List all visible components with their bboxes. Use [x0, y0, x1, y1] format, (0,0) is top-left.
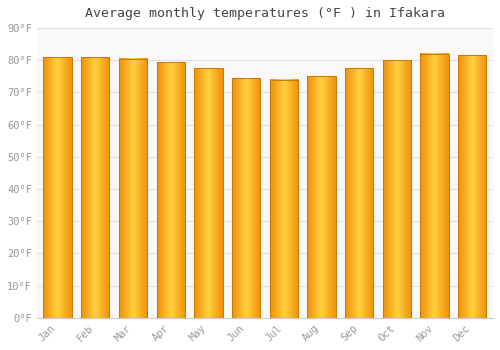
Bar	[420, 54, 449, 318]
Bar	[44, 57, 72, 318]
Bar	[119, 59, 147, 318]
Bar	[81, 57, 110, 318]
Bar	[156, 62, 185, 318]
Title: Average monthly temperatures (°F ) in Ifakara: Average monthly temperatures (°F ) in If…	[85, 7, 445, 20]
Bar	[308, 76, 336, 318]
Bar	[232, 78, 260, 318]
Bar	[194, 68, 222, 318]
Bar	[458, 55, 486, 318]
Bar	[270, 79, 298, 318]
Bar	[345, 68, 374, 318]
Bar	[383, 60, 411, 318]
